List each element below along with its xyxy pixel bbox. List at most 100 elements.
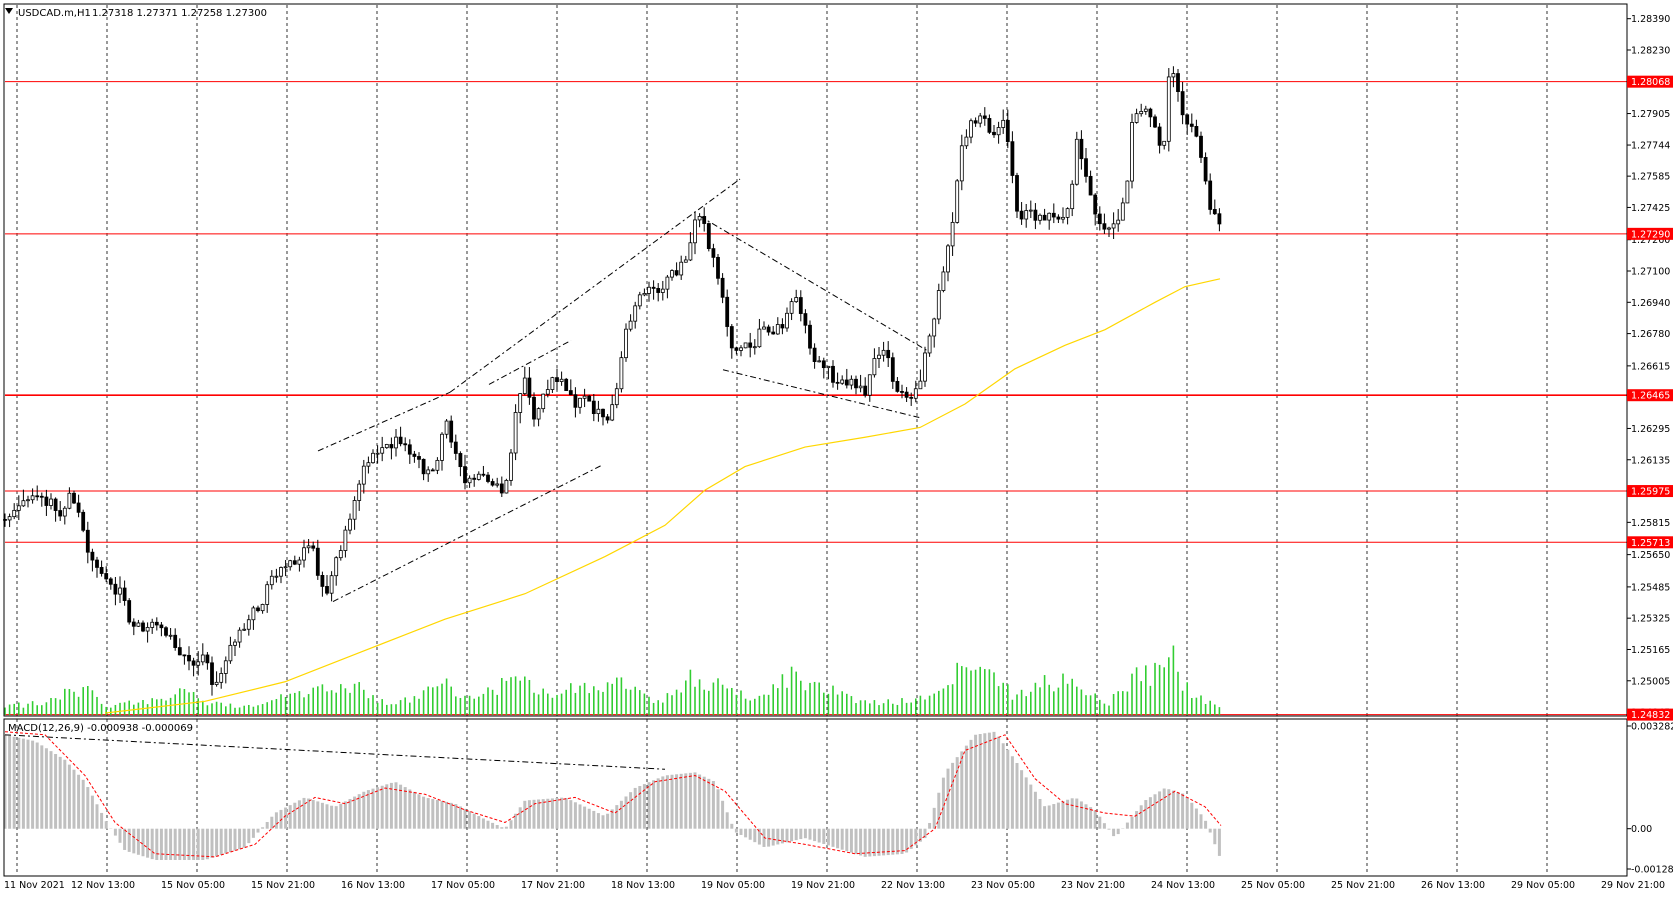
candle-body <box>1157 126 1162 146</box>
candle-body <box>1125 180 1130 204</box>
candle-body <box>384 444 389 449</box>
candle-body <box>279 567 283 577</box>
candle-body <box>205 654 210 664</box>
candle-body <box>987 118 992 133</box>
candle-body <box>371 452 375 464</box>
price-tick-label: 1.27585 <box>1631 172 1670 183</box>
candle-body <box>996 127 1001 136</box>
candle-body <box>881 349 886 356</box>
candle-body <box>762 326 766 330</box>
candle-body <box>49 498 53 506</box>
candle-body <box>95 559 99 568</box>
signal-line <box>4 731 1222 858</box>
candle-body <box>394 436 398 449</box>
candle-body <box>150 621 155 628</box>
candle-body <box>798 297 803 314</box>
candle-body <box>177 647 182 656</box>
price-tick-label: 1.27744 <box>1631 141 1670 152</box>
price-tick-label: 1.27905 <box>1631 109 1670 120</box>
candle-body <box>81 511 86 531</box>
candle-body <box>1199 135 1203 158</box>
candle-body <box>757 328 762 348</box>
candle-body <box>955 180 960 223</box>
candle-body <box>311 545 316 549</box>
candle-body <box>693 219 697 244</box>
candle-body <box>297 559 302 565</box>
candle-body <box>831 365 835 383</box>
macd-label: MACD(12,26,9) -0.000938 -0.000069 <box>8 723 193 734</box>
candle-body <box>950 221 955 247</box>
candle-body <box>964 136 969 147</box>
candle-body <box>35 495 40 498</box>
trendline <box>722 369 921 419</box>
candle-body <box>785 312 789 329</box>
candle-body <box>108 578 113 585</box>
time-tick-label: 19 Nov 05:00 <box>701 880 765 891</box>
candle-body <box>821 360 826 369</box>
candle-body <box>490 481 495 486</box>
candle-body <box>706 223 711 249</box>
candle-body <box>44 496 49 506</box>
candle-body <box>476 473 481 480</box>
candle-body <box>697 216 702 221</box>
candle-body <box>808 324 812 349</box>
candle-body <box>969 120 973 138</box>
candle-body <box>1176 73 1180 92</box>
candle-body <box>1051 212 1056 218</box>
chevron-down-icon[interactable] <box>5 8 13 14</box>
candle-body <box>1019 210 1024 220</box>
price-tick-label: 1.27260 <box>1631 235 1670 246</box>
candle-body <box>1088 175 1093 196</box>
candle-body <box>532 396 536 420</box>
price-axis: 1.28390 1.28230 1.27905 1.27744 1.27585 1.274… <box>1627 14 1673 876</box>
candle-body <box>877 354 881 359</box>
candle-body <box>421 458 426 475</box>
candle-body <box>789 301 794 314</box>
time-tick-label: 15 Nov 21:00 <box>251 880 315 891</box>
candle-body <box>1217 213 1222 225</box>
candle-body <box>122 587 127 601</box>
candle-body <box>1065 208 1070 218</box>
candle-body <box>863 385 868 396</box>
price-tick-label: 1.26780 <box>1631 329 1670 340</box>
candle-body <box>343 529 348 551</box>
candle-body <box>348 518 352 531</box>
candle-body <box>256 607 260 612</box>
candle-body <box>196 661 201 666</box>
candle-body <box>435 459 440 471</box>
level-tags: 1.28068 1.27290 1.26465 1.25975 1.25713 1.248… <box>1627 75 1673 721</box>
candle-body <box>591 400 596 415</box>
candle-body <box>941 271 946 291</box>
candle-body <box>725 296 730 327</box>
candle-body <box>729 326 734 349</box>
candle-body <box>743 342 748 349</box>
candle-body <box>164 627 168 636</box>
candle-body <box>274 575 279 578</box>
candle-body <box>12 509 17 518</box>
candle-body <box>854 378 858 389</box>
candle-body <box>1028 209 1033 212</box>
candle-body <box>670 270 674 278</box>
time-tick-label: 24 Nov 13:00 <box>1151 880 1215 891</box>
price-tick-label: 1.27100 <box>1631 267 1670 278</box>
candle-body <box>449 420 454 443</box>
price-tick-label: 1.28230 <box>1631 45 1670 56</box>
candle-body <box>1079 138 1084 160</box>
candle-body <box>1056 216 1061 220</box>
candle-body <box>1093 194 1098 215</box>
candle-body <box>182 654 187 657</box>
time-tick-label: 19 Nov 21:00 <box>791 880 855 891</box>
candle-body <box>895 380 900 392</box>
level-tag <box>1627 389 1673 402</box>
candle-body <box>1139 111 1144 115</box>
candle-body <box>1212 209 1217 215</box>
candle-body <box>325 586 329 594</box>
candle-body <box>932 318 937 337</box>
candle-body <box>39 495 44 498</box>
candle-body <box>1162 140 1167 146</box>
candle-body <box>1097 213 1102 225</box>
candle-body <box>260 604 265 612</box>
candle-body <box>440 433 444 461</box>
candle-body <box>1061 216 1065 220</box>
